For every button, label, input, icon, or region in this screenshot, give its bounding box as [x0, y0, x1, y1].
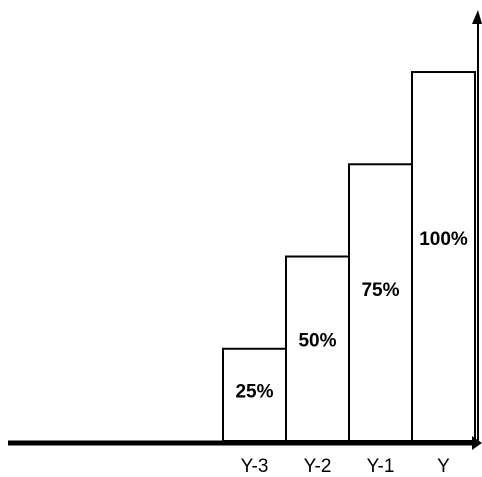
bars-group: [222, 71, 476, 443]
x-tick-label-y-3: Y-3: [241, 456, 269, 477]
bar-y-2: [285, 255, 350, 442]
bar-y-3: [222, 347, 287, 442]
x-tick-label-y: Y: [437, 456, 450, 477]
y-axis-arrow: [472, 10, 482, 24]
data-label-y: 100%: [419, 229, 468, 250]
data-label-y-3: 25%: [235, 381, 273, 402]
data-label-y-2: 50%: [298, 331, 336, 352]
x-tick-label-y-2: Y-2: [304, 456, 332, 477]
x-tick-label-y-1: Y-1: [367, 456, 395, 477]
data-label-y-1: 75%: [361, 280, 399, 301]
data-labels-group: 25% 50% 75% 100%: [235, 229, 467, 402]
x-tick-labels-group: Y-3 Y-2 Y-1 Y: [241, 456, 451, 477]
bar-y-1: [348, 163, 413, 443]
bar-y: [411, 71, 476, 442]
